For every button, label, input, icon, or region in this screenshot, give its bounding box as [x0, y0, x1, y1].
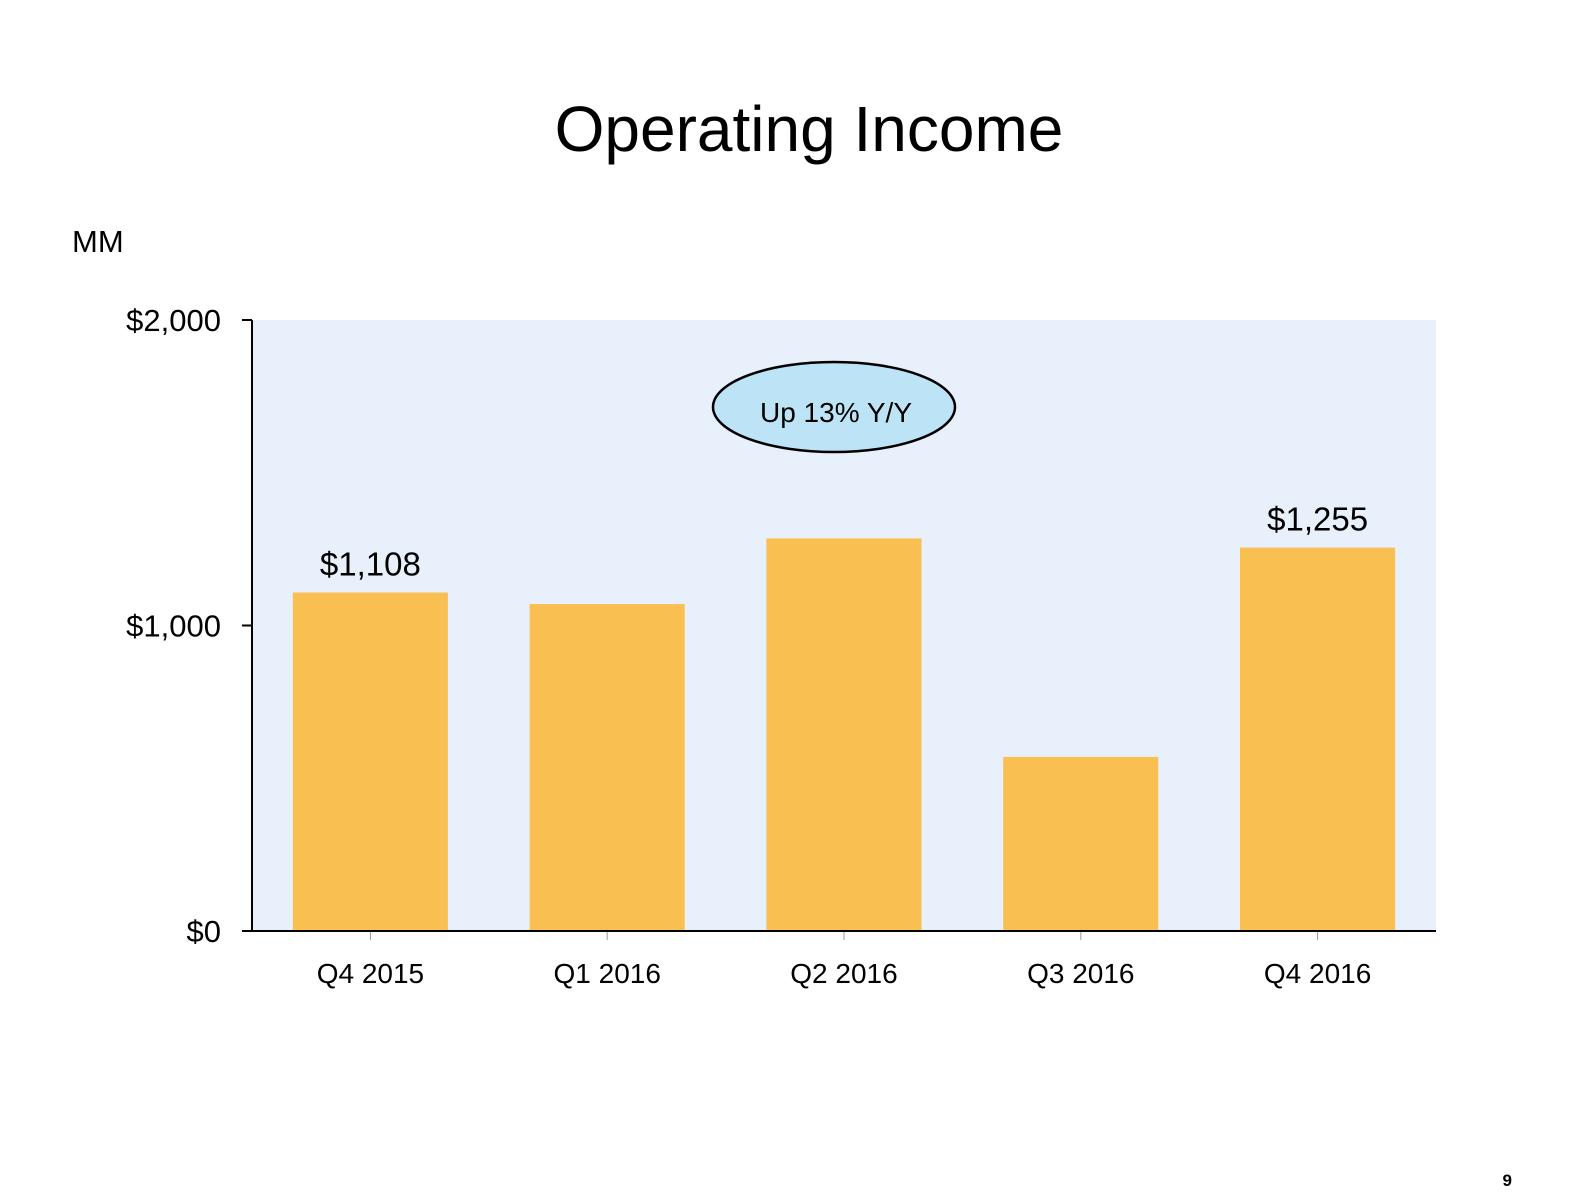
bar-q1-2016: [529, 604, 685, 931]
unit-label: MM: [72, 224, 124, 259]
bars-layer: [292, 538, 1396, 931]
bar-q3-2016: [1003, 756, 1159, 931]
axes-layer: [242, 319, 1436, 940]
bar-q2-2016: [766, 538, 922, 931]
bar-q4-2015: [292, 592, 448, 931]
x-tick-label: Q1 2016: [553, 958, 660, 989]
x-tick-label: Q4 2015: [317, 958, 424, 989]
data-label: $1,108: [320, 546, 421, 583]
slide-title: Operating Income: [554, 93, 1064, 165]
x-tick-label: Q4 2016: [1264, 958, 1371, 989]
page-number: 9: [1502, 1171, 1512, 1190]
x-tick-label: Q2 2016: [790, 958, 897, 989]
labels-layer: Q4 2015 $1,108 Q1 2016 Q2 2016 Q3 2016 Q4 201…: [126, 303, 1371, 989]
data-label: $1,255: [1267, 501, 1368, 538]
bar-q4-2016: [1240, 547, 1396, 931]
x-tick-label: Q3 2016: [1027, 958, 1134, 989]
callout-text: Up 13% Y/Y: [760, 397, 912, 428]
callout: Up 13% Y/Y: [711, 360, 957, 454]
y-tick-label: $0: [187, 914, 221, 949]
callout-ellipse: [711, 360, 957, 454]
y-tick-label: $1,000: [126, 609, 221, 644]
y-tick-label: $2,000: [126, 303, 221, 338]
